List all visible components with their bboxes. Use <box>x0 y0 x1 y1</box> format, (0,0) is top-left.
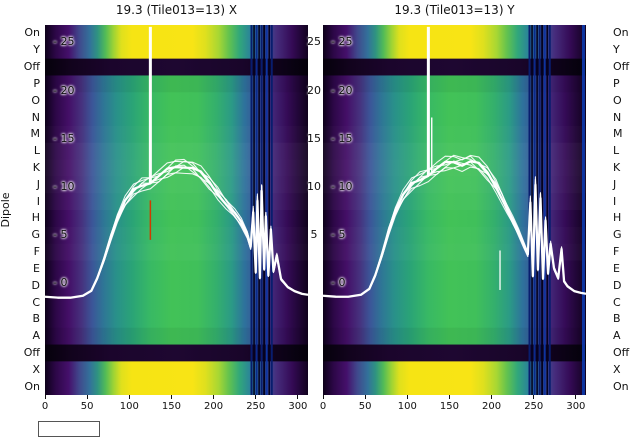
x-tick-mark <box>128 395 130 399</box>
row-label-left: Y <box>33 43 40 57</box>
value-tick-label-right: 10 <box>307 179 321 193</box>
row-label-right: B <box>613 312 621 326</box>
row-label-left: P <box>33 76 40 90</box>
x-tick-label: 200 <box>204 401 224 412</box>
x-tick-label: 0 <box>41 401 49 412</box>
x-tick-mark <box>213 395 215 399</box>
x-tick-mark <box>44 395 46 399</box>
x-tick-mark <box>322 395 324 399</box>
value-tick-label: - 20 <box>331 83 353 97</box>
row-label-left: Off <box>23 60 40 74</box>
x-tick-mark <box>406 395 408 399</box>
row-label-right: I <box>613 194 617 208</box>
row-label-left: N <box>31 110 40 124</box>
value-tick-label: - 10 <box>53 179 75 193</box>
row-label-right: F <box>613 245 620 259</box>
value-tick-label-right: 15 <box>307 131 321 145</box>
row-label-right: M <box>613 127 623 141</box>
row-label-right: J <box>613 177 617 191</box>
x-tick-label: 50 <box>80 401 94 412</box>
row-label-left: G <box>31 228 40 242</box>
row-label-right: N <box>613 110 622 124</box>
row-label-right: E <box>613 261 620 275</box>
heatmap-plot-y[interactable] <box>323 25 586 395</box>
x-tick-mark <box>255 395 257 399</box>
value-tick-label: - 25 <box>331 35 353 49</box>
x-tick-mark <box>533 395 535 399</box>
value-tick-label: - 0 <box>331 276 346 290</box>
row-label-left: On <box>24 379 40 393</box>
x-tick-mark <box>297 395 299 399</box>
corner-input-box[interactable] <box>38 421 100 437</box>
x-tick-label: 100 <box>119 401 139 412</box>
value-tick-label: - 25 <box>53 35 75 49</box>
x-tick-mark <box>448 395 450 399</box>
row-label-right: X <box>613 362 621 376</box>
x-tick-mark <box>491 395 493 399</box>
row-label-right: K <box>613 160 621 174</box>
x-tick-mark <box>364 395 366 399</box>
plot-title-x: 19.3 (Tile013=13) X <box>115 3 238 17</box>
row-label-right: O <box>613 93 622 107</box>
value-tick-label: - 20 <box>53 83 75 97</box>
row-label-left: C <box>32 295 40 309</box>
row-label-right: P <box>613 76 620 90</box>
x-tick-mark <box>575 395 577 399</box>
x-tick-label: 150 <box>439 401 459 412</box>
row-label-left: O <box>31 93 40 107</box>
row-label-right: C <box>613 295 621 309</box>
row-label-left: E <box>33 261 40 275</box>
row-label-right: Y <box>613 43 620 57</box>
x-tick-mark <box>86 395 88 399</box>
row-label-right: On <box>613 26 629 40</box>
value-tick-label: - 0 <box>53 276 68 290</box>
value-tick-label-right: 5 <box>310 228 318 242</box>
row-label-right: H <box>613 211 622 225</box>
row-label-right: G <box>613 228 622 242</box>
row-label-left: K <box>32 160 40 174</box>
row-label-right: On <box>613 379 629 393</box>
value-tick-label: - 5 <box>331 228 346 242</box>
row-label-right: Off <box>613 345 630 359</box>
row-label-left: I <box>36 194 40 208</box>
row-label-left: D <box>31 278 40 292</box>
row-label-left: H <box>31 211 40 225</box>
x-tick-label: 250 <box>246 401 266 412</box>
x-tick-mark <box>170 395 172 399</box>
plot-title-y: 19.3 (Tile013=13) Y <box>394 3 515 17</box>
row-label-left: B <box>32 312 40 326</box>
row-label-left: Off <box>23 345 40 359</box>
heatmap-plot-x[interactable] <box>45 25 308 395</box>
row-label-left: L <box>33 144 40 158</box>
row-label-left: On <box>24 26 40 40</box>
value-tick-label: - 5 <box>53 228 68 242</box>
row-label-left: F <box>33 245 40 259</box>
row-label-right: Off <box>613 60 630 74</box>
value-tick-label-right: 20 <box>307 83 321 97</box>
x-tick-label: 200 <box>482 401 502 412</box>
x-tick-label: 50 <box>358 401 372 412</box>
value-tick-label: - 10 <box>331 179 353 193</box>
row-label-right: D <box>613 278 622 292</box>
x-tick-label: 150 <box>161 401 181 412</box>
x-tick-label: 300 <box>288 401 308 412</box>
row-label-left: J <box>36 177 40 191</box>
value-tick-label-right: 25 <box>307 35 321 49</box>
row-label-left: M <box>30 127 41 141</box>
row-label-left: A <box>32 329 40 343</box>
row-label-right: A <box>613 329 621 343</box>
row-label-left: X <box>32 362 40 376</box>
value-tick-label: - 15 <box>331 131 353 145</box>
row-label-right: L <box>613 144 620 158</box>
x-tick-label: 0 <box>319 401 327 412</box>
x-tick-label: 250 <box>524 401 544 412</box>
x-tick-label: 300 <box>566 401 586 412</box>
value-tick-label: - 15 <box>53 131 75 145</box>
x-tick-label: 100 <box>397 401 417 412</box>
